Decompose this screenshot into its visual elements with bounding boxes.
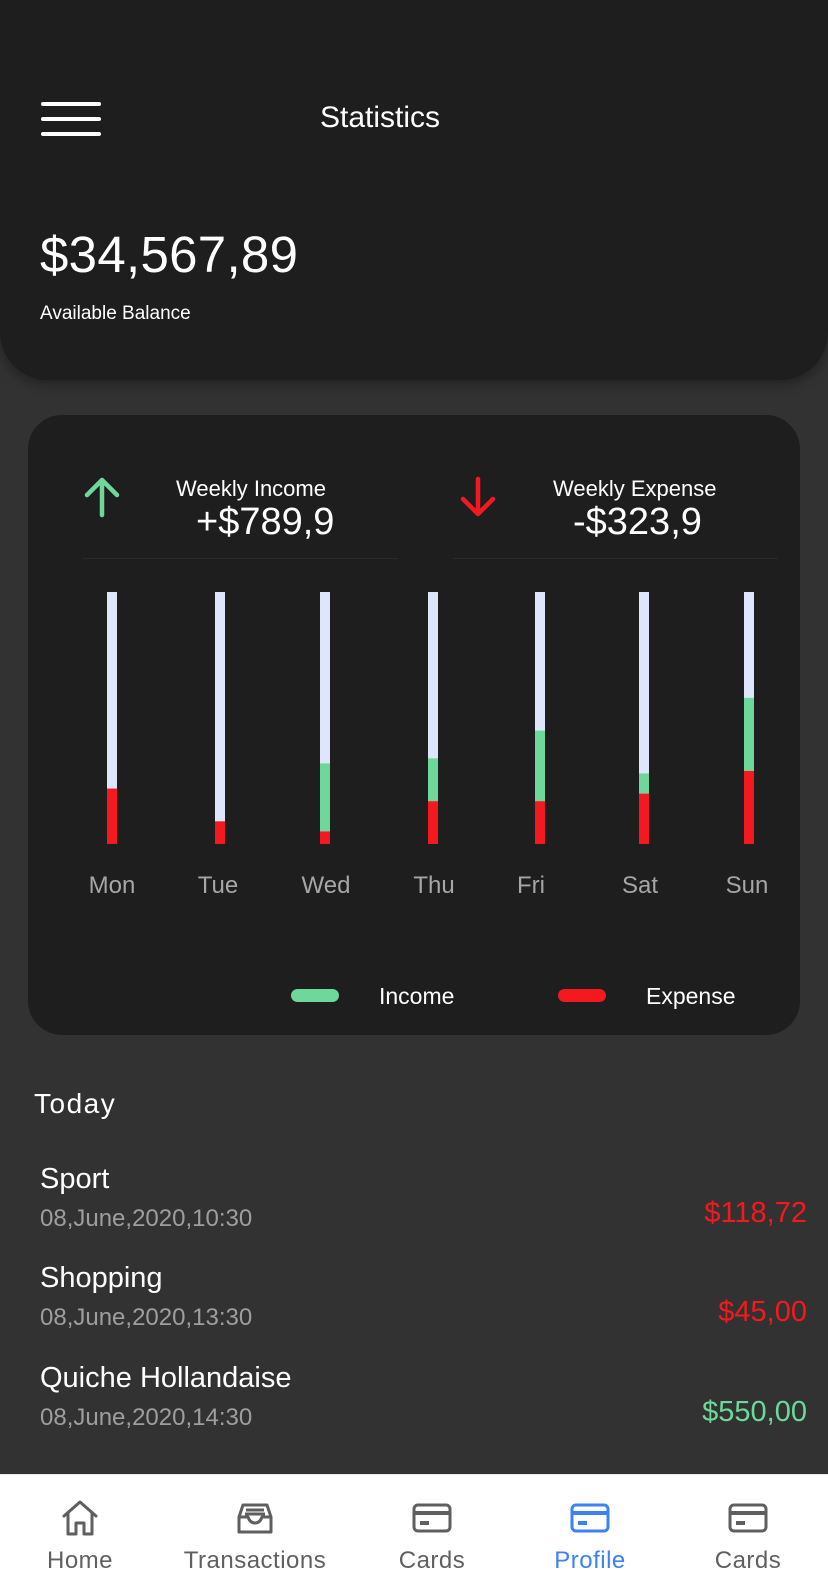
bar-expense-segment xyxy=(320,831,330,844)
nav-label: Cards xyxy=(714,1547,782,1574)
bar-wed xyxy=(320,592,330,844)
nav-cards-2[interactable]: Cards xyxy=(668,1475,828,1590)
bottom-navigation: Home Transactions Cards Profile xyxy=(0,1474,828,1590)
bar-expense-segment xyxy=(215,821,225,844)
nav-transactions[interactable]: Transactions xyxy=(175,1475,335,1590)
weekly-income-value: +$789,9 xyxy=(196,501,335,543)
home-icon xyxy=(62,1500,98,1536)
transaction-item[interactable]: Quiche Hollandaise 08,June,2020,14:30 $5… xyxy=(0,1362,828,1454)
divider xyxy=(83,558,398,559)
bar-sun xyxy=(744,592,754,844)
transaction-amount: $45,00 xyxy=(718,1296,807,1328)
bar-expense-segment xyxy=(744,770,754,844)
bar-income-segment xyxy=(744,697,754,771)
bar-track xyxy=(320,592,330,844)
weekly-expense-value: -$323,9 xyxy=(573,501,702,543)
bar-track xyxy=(215,592,225,844)
balance-amount: $34,567,89 xyxy=(40,226,299,283)
bar-tue xyxy=(215,592,225,844)
day-label: Sun xyxy=(726,872,769,899)
card-icon xyxy=(728,1503,768,1533)
nav-label: Profile xyxy=(554,1547,626,1574)
weekly-expense-label: Weekly Expense xyxy=(553,476,717,501)
bar-income-segment xyxy=(535,730,545,802)
day-label: Fri xyxy=(517,872,545,899)
legend-expense-swatch xyxy=(558,989,606,1002)
nav-label: Cards xyxy=(398,1547,466,1574)
menu-icon[interactable] xyxy=(41,100,103,138)
card-icon xyxy=(570,1503,610,1533)
weekly-expense: Weekly Expense -$323,9 xyxy=(453,455,783,555)
transaction-amount: $118,72 xyxy=(704,1197,807,1229)
day-label: Sat xyxy=(622,872,658,899)
weekly-income: Weekly Income +$789,9 xyxy=(78,455,398,555)
weekly-bar-chart: Mon Tue Wed Thu Fri Sat Sun xyxy=(89,592,769,899)
nav-profile[interactable]: Profile xyxy=(510,1475,670,1590)
bar-expense-segment xyxy=(535,801,545,844)
bar-sat xyxy=(639,592,649,844)
bar-fri xyxy=(535,592,545,844)
bar-expense-segment xyxy=(428,801,438,844)
legend-income-label: Income xyxy=(379,983,455,1009)
transaction-date: 08,June,2020,14:30 xyxy=(40,1404,253,1431)
bar-mon xyxy=(107,592,117,844)
nav-label: Transactions xyxy=(183,1547,327,1574)
divider xyxy=(453,558,778,559)
bar-thu xyxy=(428,592,438,844)
bar-track xyxy=(428,592,438,844)
arrow-down-icon xyxy=(460,476,496,517)
day-label: Thu xyxy=(413,872,454,899)
transaction-name: Sport xyxy=(40,1163,110,1195)
nav-home[interactable]: Home xyxy=(0,1475,160,1590)
bar-track xyxy=(639,592,649,844)
bar-expense-segment xyxy=(107,788,117,844)
transaction-item[interactable]: Sport 08,June,2020,10:30 $118,72 xyxy=(0,1163,828,1255)
nav-cards[interactable]: Cards xyxy=(352,1475,512,1590)
day-label: Tue xyxy=(198,872,238,899)
bar-expense-segment xyxy=(639,793,649,844)
transaction-date: 08,June,2020,13:30 xyxy=(40,1304,253,1331)
weekly-stats-card: Weekly Income +$789,9 Weekly Expense -$3… xyxy=(28,415,800,1035)
legend-expense-label: Expense xyxy=(646,983,736,1009)
day-label: Mon xyxy=(89,872,136,899)
day-label: Wed xyxy=(302,872,351,899)
balance-label: Available Balance xyxy=(40,303,191,324)
bar-income-segment xyxy=(320,763,330,832)
bar-income-segment xyxy=(639,773,649,794)
nav-label: Home xyxy=(46,1547,114,1574)
weekly-income-label: Weekly Income xyxy=(176,476,326,501)
transaction-name: Shopping xyxy=(40,1262,163,1294)
bar-track xyxy=(535,592,545,844)
section-title-today: Today xyxy=(34,1088,117,1119)
legend-income-swatch xyxy=(291,989,339,1002)
bar-track xyxy=(107,592,117,844)
page-title: Statistics xyxy=(319,101,441,134)
header: Statistics $34,567,89 Available Balance xyxy=(0,0,828,380)
card-icon xyxy=(412,1503,452,1533)
transaction-amount: $550,00 xyxy=(702,1396,807,1428)
transaction-name: Quiche Hollandaise xyxy=(40,1362,292,1394)
bar-income-segment xyxy=(428,758,438,802)
transaction-date: 08,June,2020,10:30 xyxy=(40,1205,253,1232)
arrow-up-icon xyxy=(84,477,120,518)
transaction-item[interactable]: Shopping 08,June,2020,13:30 $45,00 xyxy=(0,1262,828,1354)
inbox-icon xyxy=(237,1503,273,1534)
